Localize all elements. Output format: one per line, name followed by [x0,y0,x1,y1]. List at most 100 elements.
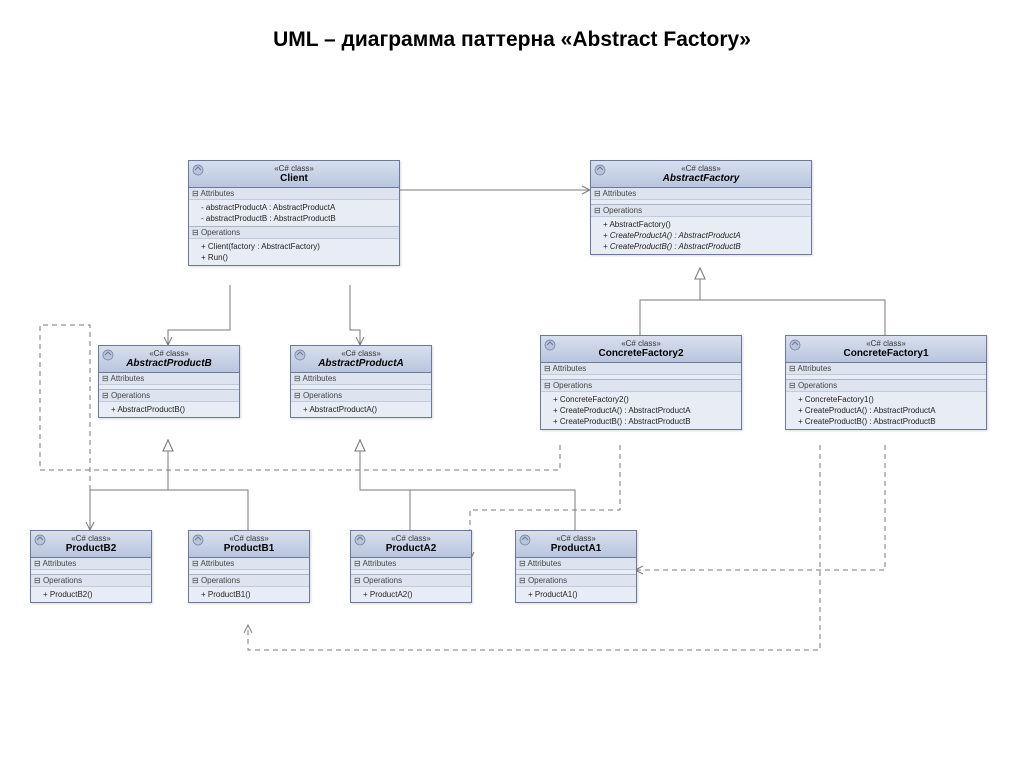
operations-section: Operations+ ProductA2() [351,575,471,602]
stereotype: «C# class» [295,349,427,358]
section-header-operations: Operations [541,380,741,392]
section-header-attributes: Attributes [31,558,151,570]
class-name: ProductA2 [355,543,467,554]
section-header-attributes: Attributes [541,363,741,375]
edge-client-abstractProductB [168,285,230,345]
operation-member: + ConcreteFactory1() [790,394,982,405]
class-header: «C# class»ConcreteFactory1 [786,336,986,363]
class-box-concreteFactory1: «C# class»ConcreteFactory1AttributesOper… [785,335,987,430]
class-icon [544,339,556,351]
section-header-operations: Operations [31,575,151,587]
class-name: ConcreteFactory2 [545,348,737,359]
operation-member: + CreateProductA() : AbstractProductA [790,405,982,416]
operation-member: + CreateProductA() : AbstractProductA [545,405,737,416]
class-box-abstractProductA: «C# class»AbstractProductAAttributes Oper… [290,345,432,418]
attributes-section: Attributes [31,558,151,575]
edge-client-abstractProductA [350,285,360,345]
operations-section: Operations+ ConcreteFactory1()+ CreatePr… [786,380,986,429]
operation-member: + ConcreteFactory2() [545,394,737,405]
stereotype: «C# class» [545,339,737,348]
section-header-attributes: Attributes [786,363,986,375]
operation-member: + CreateProductB() : AbstractProductB [595,241,807,252]
section-header-attributes: Attributes [516,558,636,570]
attributes-section: Attributes [541,363,741,380]
class-name: AbstractProductB [103,358,235,369]
operations-section: Operations + ProductB2() [31,575,151,602]
class-icon [192,164,204,176]
attributes-section: Attributes [291,373,431,390]
edge-concreteFactory1-productA1 [635,445,885,570]
attributes-section: Attributes [591,188,811,205]
class-icon [102,349,114,361]
attribute-member: - abstractProductB : AbstractProductB [193,213,395,224]
stereotype: «C# class» [790,339,982,348]
section-header-operations: Operations [591,205,811,217]
section-header-attributes: Attributes [189,188,399,200]
operation-member: + AbstractFactory() [595,219,807,230]
operations-section: Operations + ConcreteFactory2()+ CreatePr… [541,380,741,429]
operations-section: Operations + AbstractProductB() [99,390,239,417]
class-header: «C# class»ConcreteFactory2 [541,336,741,363]
class-icon [594,164,606,176]
class-icon [192,534,204,546]
class-name: ProductB1 [193,543,305,554]
operations-section: Operations+ Client(factory : AbstractFac… [189,227,399,265]
stereotype: «C# class» [520,534,632,543]
class-header: «C# class»Client [189,161,399,188]
edge-productA2-abstractProductA [360,440,410,530]
section-header-operations: Operations [786,380,986,392]
attributes-section: Attributes [516,558,636,575]
class-icon [34,534,46,546]
edge-productB2-abstractProductB [90,440,168,530]
attributes-section: Attributes [99,373,239,390]
operation-member: + ProductA1() [520,589,632,600]
section-header-attributes: Attributes [351,558,471,570]
attributes-section: Attributes [786,363,986,380]
class-header: «C# class»ProductA1 [516,531,636,558]
class-header: «C# class»ProductB1 [189,531,309,558]
stereotype: «C# class» [355,534,467,543]
class-header: «C# class»ProductB2 [31,531,151,558]
operation-member: + ProductB1() [193,589,305,600]
attributes-section: Attributes [351,558,471,575]
class-box-abstractFactory: «C# class»AbstractFactoryAttributesOpera… [590,160,812,255]
class-name: Client [193,173,395,184]
section-header-operations: Operations [516,575,636,587]
operation-member: + CreateProductA() : AbstractProductA [595,230,807,241]
class-name: ProductA1 [520,543,632,554]
edge-concreteFactory1-abstractFactory [700,268,885,335]
class-header: «C# class»AbstractProductA [291,346,431,373]
operations-section: Operations+ AbstractFactory()+ CreatePro… [591,205,811,254]
operation-member: + ProductA2() [355,589,467,600]
edge-productB1-abstractProductB [168,440,248,530]
class-header: «C# class»AbstractProductB [99,346,239,373]
operation-member: + Client(factory : AbstractFactory) [193,241,395,252]
operation-member: + CreateProductB() : AbstractProductB [790,416,982,427]
section-header-operations: Operations [99,390,239,402]
class-box-concreteFactory2: «C# class»ConcreteFactory2AttributesOper… [540,335,742,430]
section-header-operations: Operations [189,575,309,587]
class-header: «C# class»AbstractFactory [591,161,811,188]
stereotype: «C# class» [193,164,395,173]
class-icon [354,534,366,546]
attribute-member: - abstractProductA : AbstractProductA [193,202,395,213]
class-box-productA1: «C# class»ProductA1AttributesOperations+… [515,530,637,603]
edge-productA1-abstractProductA [360,440,575,530]
stereotype: «C# class» [595,164,807,173]
class-box-abstractProductB: «C# class»AbstractProductBAttributes Oper… [98,345,240,418]
operations-section: Operations + AbstractProductA() [291,390,431,417]
operation-member: + AbstractProductB() [103,404,235,415]
operation-member: + ProductB2() [35,589,147,600]
operation-member: + AbstractProductA() [295,404,427,415]
edge-concreteFactory2-abstractFactory [640,268,700,335]
operations-section: Operations + ProductB1() [189,575,309,602]
stereotype: «C# class» [35,534,147,543]
section-header-attributes: Attributes [291,373,431,385]
class-name: ConcreteFactory1 [790,348,982,359]
stereotype: «C# class» [193,534,305,543]
class-icon [519,534,531,546]
class-name: ProductB2 [35,543,147,554]
section-header-operations: Operations [291,390,431,402]
section-header-attributes: Attributes [99,373,239,385]
attributes-section: Attributes - abstractProductA : AbstractP… [189,188,399,227]
